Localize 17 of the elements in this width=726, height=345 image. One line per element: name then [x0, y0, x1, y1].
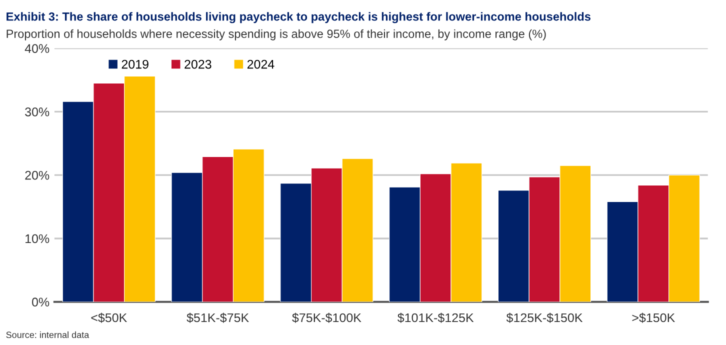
source-note: Source: internal data	[6, 331, 90, 338]
legend-label: 2019	[122, 60, 148, 69]
y-tick-label: 10%	[26, 234, 50, 244]
legend-label: 2024	[247, 60, 274, 69]
x-tick-label: <$50K	[91, 312, 128, 323]
x-tick-label: $101K-$125K	[398, 312, 474, 323]
chart-subtitle: Proportion of households where necessity spending is above 95% of their income, by income range (%)	[6, 29, 546, 40]
y-tick-label: 30%	[25, 107, 50, 116]
y-tick-label: 40%	[24, 44, 50, 53]
x-tick-label: >$150K	[632, 312, 675, 323]
chart-title: Exhibit 3: The share of households living paycheck to paycheck is highest for lower-income households	[6, 12, 590, 24]
legend-label: 2023	[184, 60, 212, 69]
y-tick-label: 20%	[25, 170, 50, 180]
x-tick-label: $51K-$75K	[186, 312, 249, 323]
x-tick-label: $125K-$150K	[506, 312, 583, 323]
x-tick-label: $75K-$100K	[292, 312, 362, 323]
y-tick-label: 0%	[32, 298, 50, 307]
